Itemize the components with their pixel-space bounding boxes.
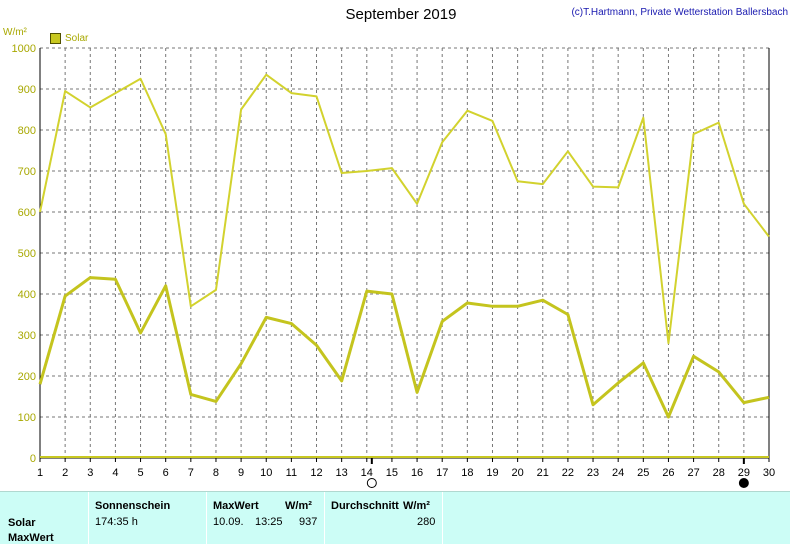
column-empty (442, 492, 790, 544)
durchschnitt-unit: W/m² (403, 500, 430, 512)
maxwert-time: 13:25 (255, 516, 283, 528)
x-tick-label: 28 (713, 467, 725, 479)
x-tick-label: 18 (461, 467, 473, 479)
y-tick-label: 1000 (12, 43, 36, 55)
maxwert-unit: W/m² (285, 500, 312, 512)
y-tick-label: 600 (18, 207, 36, 219)
x-tick-label: 10 (260, 467, 272, 479)
x-tick-label: 19 (486, 467, 498, 479)
legend-swatch (50, 33, 61, 44)
full-moon-icon (738, 478, 749, 488)
copyright-text: (c)T.Hartmann, Private Wetterstation Bal… (571, 7, 788, 18)
column-sonnenschein: Sonnenschein 174:35 h (88, 492, 207, 544)
x-tick-label: 2 (62, 467, 68, 479)
y-tick-label: 800 (18, 125, 36, 137)
y-tick-label: 400 (18, 289, 36, 301)
y-tick-label: 200 (18, 371, 36, 383)
legend-label-solar: Solar (65, 33, 89, 44)
maxwert-header: MaxWert (213, 500, 259, 512)
x-tick-label: 22 (562, 467, 574, 479)
row-label-solar: Solar (8, 517, 36, 529)
chart-title: September 2019 (345, 6, 457, 23)
x-tick-label: 4 (112, 467, 118, 479)
x-tick-label: 17 (436, 467, 448, 479)
durchschnitt-header: Durchschnitt (331, 500, 399, 512)
x-tick-label: 27 (687, 467, 699, 479)
x-tick-label: 6 (163, 467, 169, 479)
x-tick-label: 8 (213, 467, 219, 479)
column-maxwert: MaxWert W/m² 10.09. 13:25 937 (206, 492, 325, 544)
x-tick-label: 1 (37, 467, 43, 479)
column-durchschnitt: Durchschnitt W/m² 280 (324, 492, 443, 544)
x-tick-label: 12 (310, 467, 322, 479)
y-tick-label: 100 (18, 412, 36, 424)
x-tick-label: 9 (238, 467, 244, 479)
x-tick-label: 26 (662, 467, 674, 479)
new-moon-icon (366, 478, 377, 488)
row-label-maxwert: MaxWert (8, 532, 54, 544)
x-tick-label: 11 (286, 467, 297, 479)
x-tick-label: 13 (336, 467, 348, 479)
x-tick-label: 23 (587, 467, 599, 479)
y-tick-label: 500 (18, 248, 36, 260)
x-tick-label: 16 (411, 467, 423, 479)
stats-table: Solar MaxWert Sonnenschein 174:35 h MaxW… (0, 491, 790, 544)
y-tick-label: 700 (18, 166, 36, 178)
sonnenschein-value: 174:35 h (95, 516, 138, 528)
maxwert-date: 10.09. (213, 516, 244, 528)
series-line-max (39, 73, 770, 345)
x-tick-label: 30 (763, 467, 775, 479)
series-line-average (38, 276, 770, 419)
x-tick-label: 7 (188, 467, 194, 479)
x-tick-label: 25 (637, 467, 649, 479)
y-tick-label: 0 (30, 453, 36, 465)
x-tick-label: 5 (137, 467, 143, 479)
x-tick-label: 24 (612, 467, 624, 479)
x-tick-label: 20 (511, 467, 523, 479)
legend: Solar (50, 33, 88, 44)
x-tick-label: 15 (386, 467, 398, 479)
y-axis-unit-label: W/m² (3, 27, 27, 38)
x-tick-label: 14 (361, 467, 373, 479)
sonnenschein-header: Sonnenschein (95, 500, 171, 512)
maxwert-value: 937 (299, 516, 318, 528)
durchschnitt-value: 280 (417, 516, 436, 528)
x-tick-label: 21 (537, 467, 549, 479)
x-tick-label: 3 (87, 467, 93, 479)
y-tick-label: 900 (18, 84, 36, 96)
y-tick-label: 300 (18, 330, 36, 342)
x-tick-label: 29 (738, 467, 750, 479)
